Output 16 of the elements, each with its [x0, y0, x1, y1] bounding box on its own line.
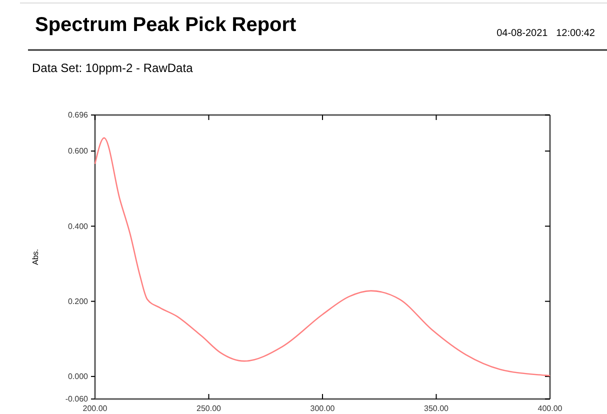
y-tick-label: 0.400: [68, 222, 89, 231]
y-tick-label: 0.000: [68, 372, 89, 382]
x-tick-label: 400.00: [538, 404, 563, 413]
y-tick-label: 0.200: [68, 296, 89, 306]
x-tick-label: 250.00: [196, 404, 222, 413]
x-tick-label: 300.00: [310, 404, 336, 413]
text: 04-08-2021 12:00:42: [496, 28, 596, 39]
y-tick-label: -0.060: [65, 394, 89, 404]
y-axis-title: Abs.: [31, 248, 40, 266]
chart-title: Spectrum Peak Pick Report: [35, 14, 297, 36]
line-series: [94, 137, 551, 376]
x-tick-label: 200.00: [82, 404, 108, 413]
chart-subtitle: Data Set: 10ppm-2 - RawData: [32, 61, 194, 75]
y-tick-label: 0.600: [68, 146, 89, 156]
y-tick-label: 0.696: [68, 110, 89, 120]
x-tick-label: 350.00: [424, 404, 450, 413]
